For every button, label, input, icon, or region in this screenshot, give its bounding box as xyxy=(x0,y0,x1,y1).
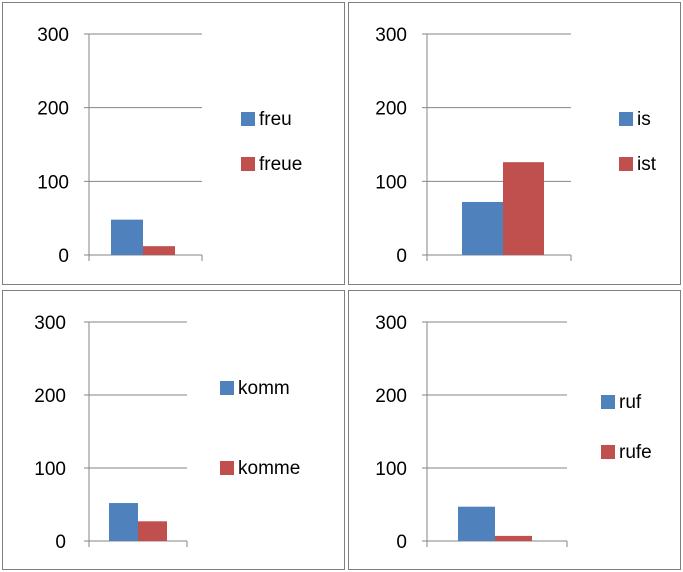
y-tick-label: 100 xyxy=(37,172,69,193)
y-tick-label: 200 xyxy=(375,386,407,407)
bar-is xyxy=(462,201,503,255)
y-tick-label: 0 xyxy=(396,246,407,267)
chart-panel-1: 0 100 200 300 freu freue xyxy=(2,2,345,285)
y-tick-label: 100 xyxy=(375,459,407,480)
bar-ruf xyxy=(458,506,495,541)
chart-svg-3: 0 100 200 300 komm komme xyxy=(34,313,300,553)
legend-label-komme: komme xyxy=(238,458,300,479)
legend-swatch-freu xyxy=(241,112,255,126)
bar-freu xyxy=(111,219,143,255)
y-tick-label: 0 xyxy=(55,532,66,553)
y-tick-label: 100 xyxy=(375,172,407,193)
chart-svg-1: 0 100 200 300 freu freue xyxy=(37,25,302,267)
y-tick-label: 300 xyxy=(375,313,407,334)
y-tick-label: 200 xyxy=(37,99,69,120)
y-tick-label: 300 xyxy=(37,25,69,46)
bar-freue xyxy=(143,246,175,255)
legend-swatch-is xyxy=(619,112,633,126)
chart-svg-4: 0 100 200 300 ruf rufe xyxy=(375,313,652,553)
legend-label-freue: freue xyxy=(259,154,302,175)
y-tick-label: 100 xyxy=(34,459,66,480)
legend-swatch-ruf xyxy=(601,395,615,409)
legend-label-ruf: ruf xyxy=(619,392,642,413)
legend-swatch-ist xyxy=(619,157,633,171)
y-tick-label: 300 xyxy=(34,313,66,334)
legend-label-freu: freu xyxy=(259,109,292,130)
chart-panel-4: 0 100 200 300 ruf rufe xyxy=(348,290,681,570)
legend-swatch-komm xyxy=(220,381,234,395)
legend-label-rufe: rufe xyxy=(619,442,652,463)
chart-panel-3: 0 100 200 300 komm komme xyxy=(2,290,345,570)
chart-svg-2: 0 100 200 300 is ist xyxy=(375,25,657,267)
legend-label-ist: ist xyxy=(637,154,657,175)
y-tick-label: 0 xyxy=(396,532,407,553)
y-tick-label: 200 xyxy=(375,99,407,120)
y-tick-label: 200 xyxy=(34,386,66,407)
bar-rufe xyxy=(495,535,532,541)
chart-panel-2: 0 100 200 300 is ist xyxy=(348,2,681,285)
bar-komm xyxy=(109,503,138,541)
y-tick-label: 0 xyxy=(58,246,69,267)
y-tick-label: 300 xyxy=(375,25,407,46)
legend-swatch-rufe xyxy=(601,445,615,459)
legend-swatch-freue xyxy=(241,157,255,171)
legend-swatch-komme xyxy=(220,461,234,475)
bar-ist xyxy=(503,162,544,255)
bar-komme xyxy=(138,521,167,541)
legend-label-komm: komm xyxy=(238,378,290,399)
legend-label-is: is xyxy=(637,109,651,130)
